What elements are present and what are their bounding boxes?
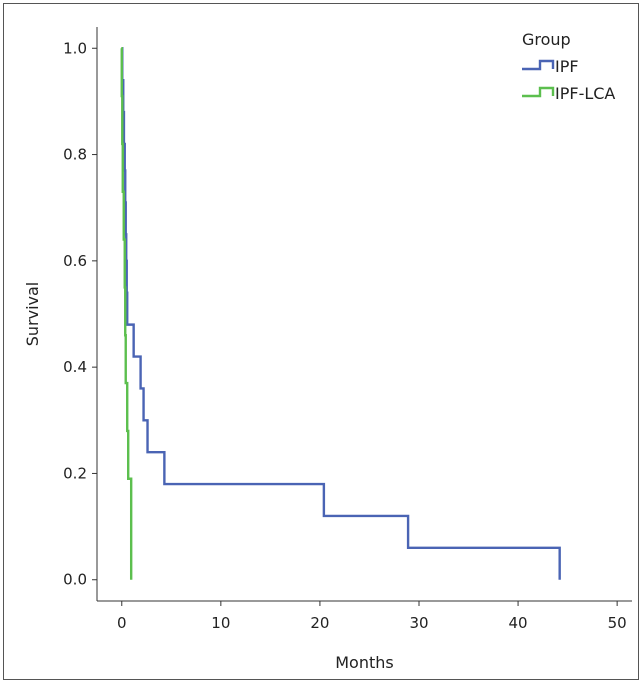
y-tick-label: 1.0	[63, 39, 87, 57]
y-tick-label: 0.6	[63, 252, 87, 270]
legend-swatch-ipf-lca	[522, 86, 555, 98]
chart-frame	[3, 3, 639, 680]
x-tick-label: 0	[117, 614, 127, 632]
legend: Group IPF IPF-LCA	[522, 30, 615, 103]
x-tick-label: 30	[409, 614, 428, 632]
y-tick-label: 0.4	[63, 358, 87, 376]
y-tick-label: 0.2	[63, 464, 87, 482]
legend-label: IPF	[555, 57, 579, 76]
y-tick-label: 0.0	[63, 571, 87, 589]
legend-swatch-ipf	[522, 59, 555, 71]
y-tick-label: 0.8	[63, 146, 87, 164]
legend-items: IPF IPF-LCA	[522, 57, 615, 103]
series-line-ipf-lca	[120, 47, 133, 580]
legend-label: IPF-LCA	[555, 84, 615, 103]
x-tick-label: 20	[310, 614, 329, 632]
x-axis-title: Months	[335, 653, 393, 672]
x-tick-label: 50	[608, 614, 627, 632]
series-line-ipf	[121, 47, 561, 580]
x-tick-label: 10	[211, 614, 230, 632]
y-ticks: 0.0 0.2 0.4 0.6 0.8 1.0	[63, 39, 97, 589]
axes	[96, 27, 632, 602]
x-ticks: 0 10 20 30 40 50	[117, 601, 627, 632]
legend-title: Group	[522, 30, 571, 49]
y-axis-title: Survival	[23, 282, 42, 347]
x-tick-label: 40	[509, 614, 528, 632]
series-lines	[120, 47, 561, 580]
